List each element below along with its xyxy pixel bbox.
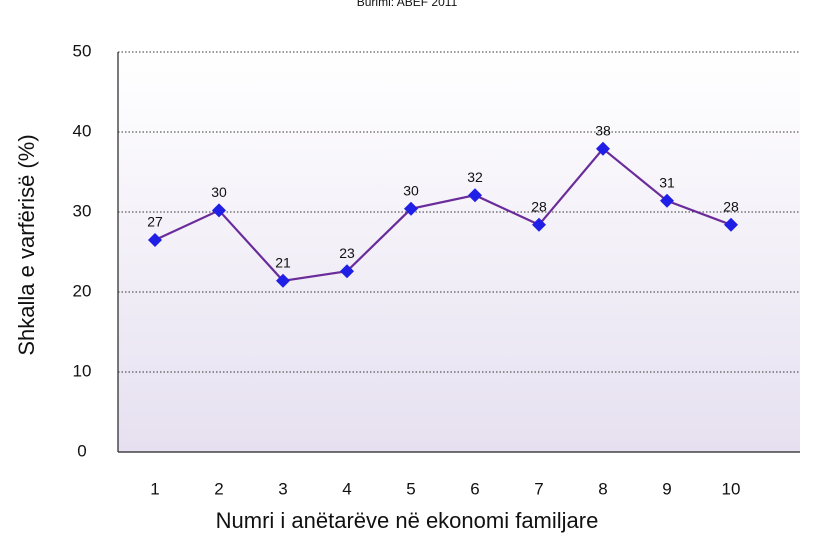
- x-tick-label: 2: [214, 479, 223, 498]
- y-tick-label: 0: [77, 441, 86, 460]
- x-tick-label: 4: [342, 479, 351, 498]
- data-point: [468, 188, 482, 203]
- data-label: 30: [211, 184, 227, 200]
- data-label: 28: [723, 199, 739, 215]
- data-point: [532, 217, 546, 232]
- x-tick-label: 9: [662, 479, 671, 498]
- data-point: [212, 203, 226, 218]
- x-tick-label: 10: [722, 479, 741, 498]
- y-tick-label: 30: [73, 201, 92, 220]
- data-point: [660, 193, 674, 208]
- x-axis-label: Numri i anëtarëve në ekonomi familjare: [216, 508, 599, 533]
- data-label: 38: [595, 123, 611, 139]
- data-point: [404, 201, 418, 216]
- data-point: [724, 217, 738, 232]
- series-line: [154, 147, 732, 282]
- x-tick-label: 8: [598, 479, 607, 498]
- data-label: 32: [467, 169, 483, 185]
- x-tick-label: 1: [150, 479, 159, 498]
- data-point: [276, 273, 290, 288]
- x-tick-label: 6: [470, 479, 479, 498]
- y-axis-label: Shkalla e varfërisë (%): [14, 134, 39, 355]
- y-tick-label: 40: [73, 121, 92, 140]
- data-point: [148, 233, 162, 247]
- y-tick-label: 20: [73, 281, 92, 300]
- data-label: 31: [659, 175, 675, 191]
- y-tick-label: 10: [73, 361, 92, 380]
- data-label: 30: [403, 183, 419, 199]
- data-point: [340, 264, 354, 279]
- chart-title: Burimi: ABEF 2011: [357, 0, 458, 9]
- data-label: 23: [339, 245, 355, 261]
- y-tick-label: 50: [73, 41, 92, 60]
- data-label: 28: [531, 199, 547, 215]
- plot-area: [118, 52, 800, 452]
- data-label: 27: [147, 214, 163, 230]
- data-point: [596, 141, 610, 156]
- data-label: 21: [275, 255, 291, 271]
- x-tick-label: 7: [534, 479, 543, 498]
- x-tick-label: 3: [278, 479, 287, 498]
- x-tick-label: 5: [406, 479, 415, 498]
